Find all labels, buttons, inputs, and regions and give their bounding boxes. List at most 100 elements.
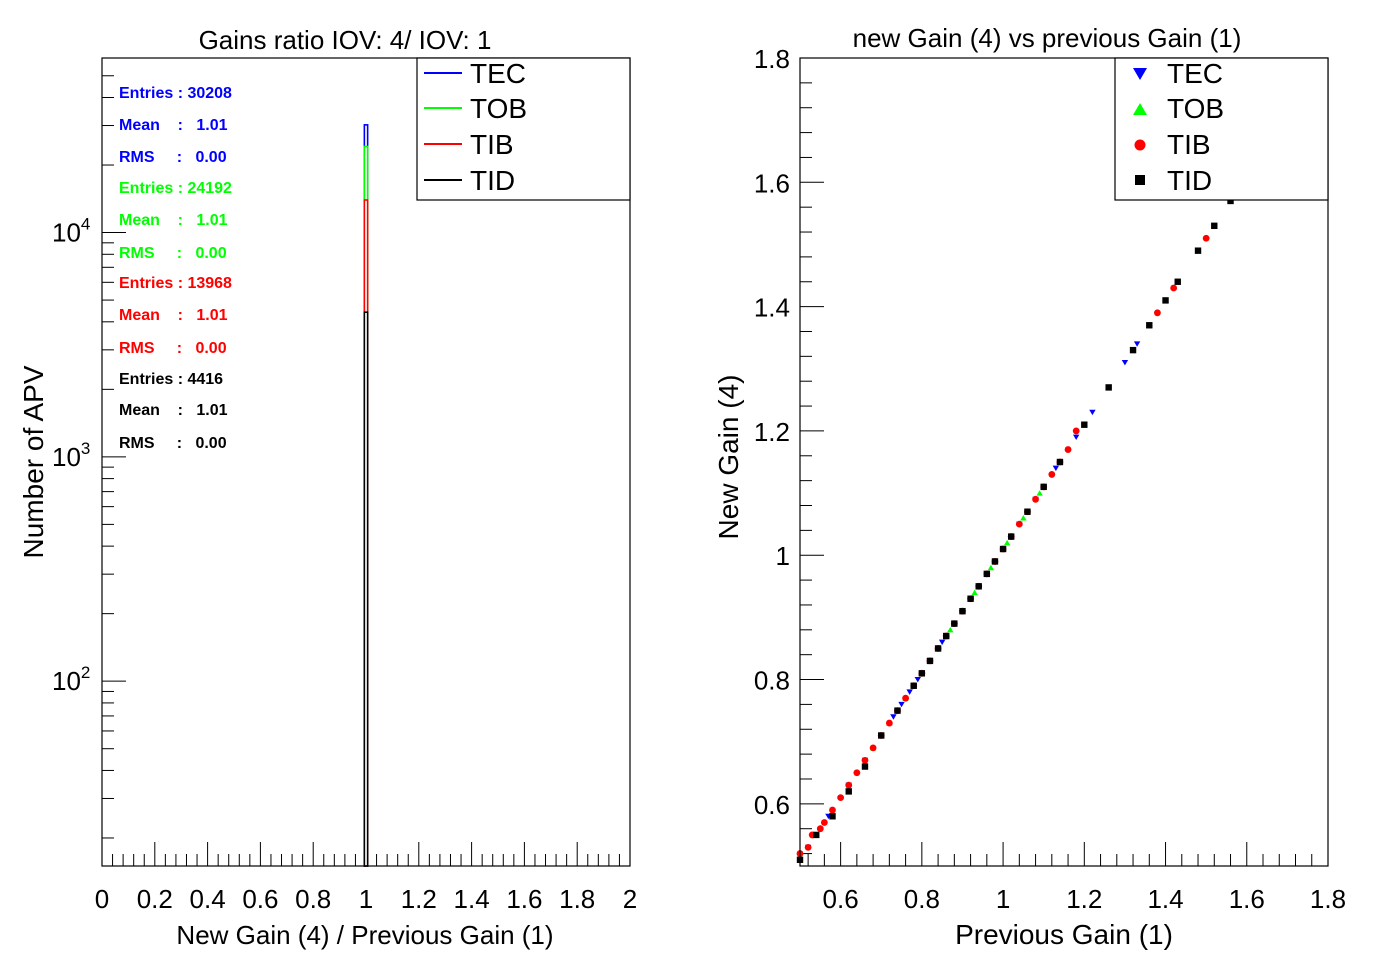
stat-tec-entries: Entries : 30208: [119, 85, 232, 102]
scatter-plot-area: 0.6 0.8 1 1.2 1.4 1.6 1.8 0.6 0.8 1 1.2 1.4 1.6 1.8: [754, 44, 1346, 914]
legend-marker-tid: [1135, 175, 1145, 185]
scatter-x-tick-label: 1: [996, 884, 1010, 914]
scatter-point-tec: [1121, 359, 1129, 366]
scatter-point-tid: [1105, 384, 1112, 391]
histogram-frame: [101, 57, 631, 867]
histogram-y-tick-label: 104: [52, 215, 90, 248]
scatter-legend-label-tib: TIB: [1167, 129, 1211, 160]
scatter-point-tec: [1052, 465, 1060, 472]
scatter-y-tick-label: 1: [776, 541, 790, 571]
stat-tob-entries: Entries : 24192: [119, 180, 232, 197]
scatter-point-tec: [938, 639, 946, 646]
scatter-x-tick-label: 1.8: [1310, 884, 1346, 914]
histogram-x-tick-label: 0.6: [242, 884, 278, 914]
scatter-x-tick-label: 1.2: [1066, 884, 1102, 914]
scatter-point-tid: [1211, 222, 1218, 230]
scatter-point-tid: [926, 657, 934, 665]
scatter-point-tid: [845, 788, 852, 795]
scatter-point-tid: [918, 670, 926, 677]
stat-tec-mean: Mean : 1.01: [119, 117, 228, 134]
scatter-point-tib: [804, 843, 812, 851]
histogram-x-axis-label: New Gain (4) / Previous Gain (1): [176, 920, 553, 950]
scatter-panel: new Gain (4) vs previous Gain (1) 0.6 0.8…: [713, 23, 1346, 950]
scatter-point-tib: [853, 769, 861, 777]
scatter-point-tid: [943, 632, 950, 640]
scatter-point-tib: [1032, 495, 1039, 503]
scatter-point-tid: [894, 707, 901, 714]
scatter-point-tid: [934, 645, 942, 652]
histogram-x-tick-label: 0: [95, 884, 109, 914]
legend-marker-tob: [1133, 103, 1147, 115]
scatter-point-tec: [890, 714, 897, 720]
scatter-point-tib: [1170, 284, 1178, 292]
scatter-point-tib: [1064, 446, 1072, 453]
scatter-point-tob: [1036, 490, 1043, 496]
scatter-point-tib: [820, 819, 828, 826]
histogram-x-tick-label: 1.2: [401, 884, 437, 914]
scatter-title: new Gain (4) vs previous Gain (1): [853, 23, 1242, 53]
scatter-point-tec: [1072, 434, 1080, 441]
legend-marker-tib: [1134, 139, 1146, 151]
scatter-point-tid: [951, 620, 958, 627]
histogram-x-tick-label: 1.6: [506, 884, 542, 914]
scatter-point-tid: [1162, 297, 1169, 304]
histogram-x-tick-label: 0.4: [190, 884, 226, 914]
scatter-point-tob: [971, 589, 978, 596]
scatter-y-axis-label: New Gain (4): [713, 375, 744, 540]
scatter-y-tick-label: 0.6: [754, 790, 790, 820]
scatter-point-tid: [1008, 533, 1015, 540]
scatter-y-tick-label: 1.6: [754, 168, 790, 198]
scatter-point-tob: [947, 626, 954, 633]
scatter-x-axis-label: Previous Gain (1): [955, 919, 1173, 950]
scatter-point-tid: [861, 763, 869, 770]
scatter-y-tick-label: 1.8: [754, 44, 790, 74]
scatter-point-tid: [1129, 346, 1137, 354]
scatter-point-tib: [1202, 234, 1210, 242]
histogram-stats: Entries : 30208 Mean : 1.01 RMS : 0.00 E…: [119, 85, 232, 452]
histogram-x-tick-label: 1.8: [559, 884, 595, 914]
histogram-legend-box: [416, 57, 631, 201]
scatter-x-tick-label: 1.4: [1147, 884, 1183, 914]
scatter-point-tid: [1227, 197, 1234, 205]
histogram-x-tick-label: 0.2: [137, 884, 173, 914]
scatter-point-tid: [910, 682, 917, 689]
legend-marker-tec: [1133, 68, 1147, 80]
histogram-legend: TEC TOB TIB TID: [416, 57, 631, 201]
histogram-bar-tid: [363, 311, 369, 867]
scatter-point-tib: [1072, 427, 1080, 435]
scatter-legend-label-tid: TID: [1167, 165, 1212, 196]
scatter-point-tob: [1003, 539, 1011, 546]
scatter-x-tick-label: 0.6: [823, 884, 859, 914]
scatter-x-tick-label: 1.6: [1229, 884, 1265, 914]
histogram-x-tick-label: 1: [359, 884, 373, 914]
histogram-y-tick-label: 102: [52, 663, 90, 696]
scatter-point-tec: [914, 676, 921, 683]
stat-tid-mean: Mean : 1.01: [119, 402, 228, 419]
legend-label-tid: TID: [470, 165, 515, 196]
scatter-point-tec: [1133, 341, 1141, 347]
scatter-point-tid: [1081, 421, 1088, 428]
scatter-point-tid: [983, 570, 991, 578]
histogram-title: Gains ratio IOV: 4/ IOV: 1: [199, 25, 492, 55]
scatter-y-tick-label: 1.2: [754, 417, 790, 447]
scatter-point-tob: [987, 564, 995, 571]
stat-tid-rms: RMS : 0.00: [119, 435, 227, 452]
histogram-panel: Gains ratio IOV: 4/ IOV: 1 0 0.2 0.4 0.6 0.8…: [18, 25, 637, 950]
scatter-legend-box: [1114, 57, 1329, 201]
scatter-frame: [799, 57, 1329, 867]
scatter-point-tib: [816, 825, 824, 833]
scatter-point-tib: [829, 806, 836, 814]
stat-tob-mean: Mean : 1.01: [119, 212, 228, 229]
histogram-x-tick-label: 2: [623, 884, 637, 914]
scatter-point-tid: [1174, 278, 1181, 285]
stat-tid-entries: Entries : 4416: [119, 371, 223, 388]
scatter-point-tib: [861, 756, 869, 764]
scatter-legend-label-tob: TOB: [1167, 93, 1224, 124]
histogram-x-tick-label: 1.4: [454, 884, 490, 914]
scatter-x-tick-label: 0.8: [904, 884, 940, 914]
scatter-legend: TEC TOB TIB TID: [1114, 57, 1329, 201]
scatter-point-tec: [1089, 409, 1096, 416]
legend-label-tib: TIB: [470, 129, 514, 160]
legend-label-tob: TOB: [470, 93, 527, 124]
